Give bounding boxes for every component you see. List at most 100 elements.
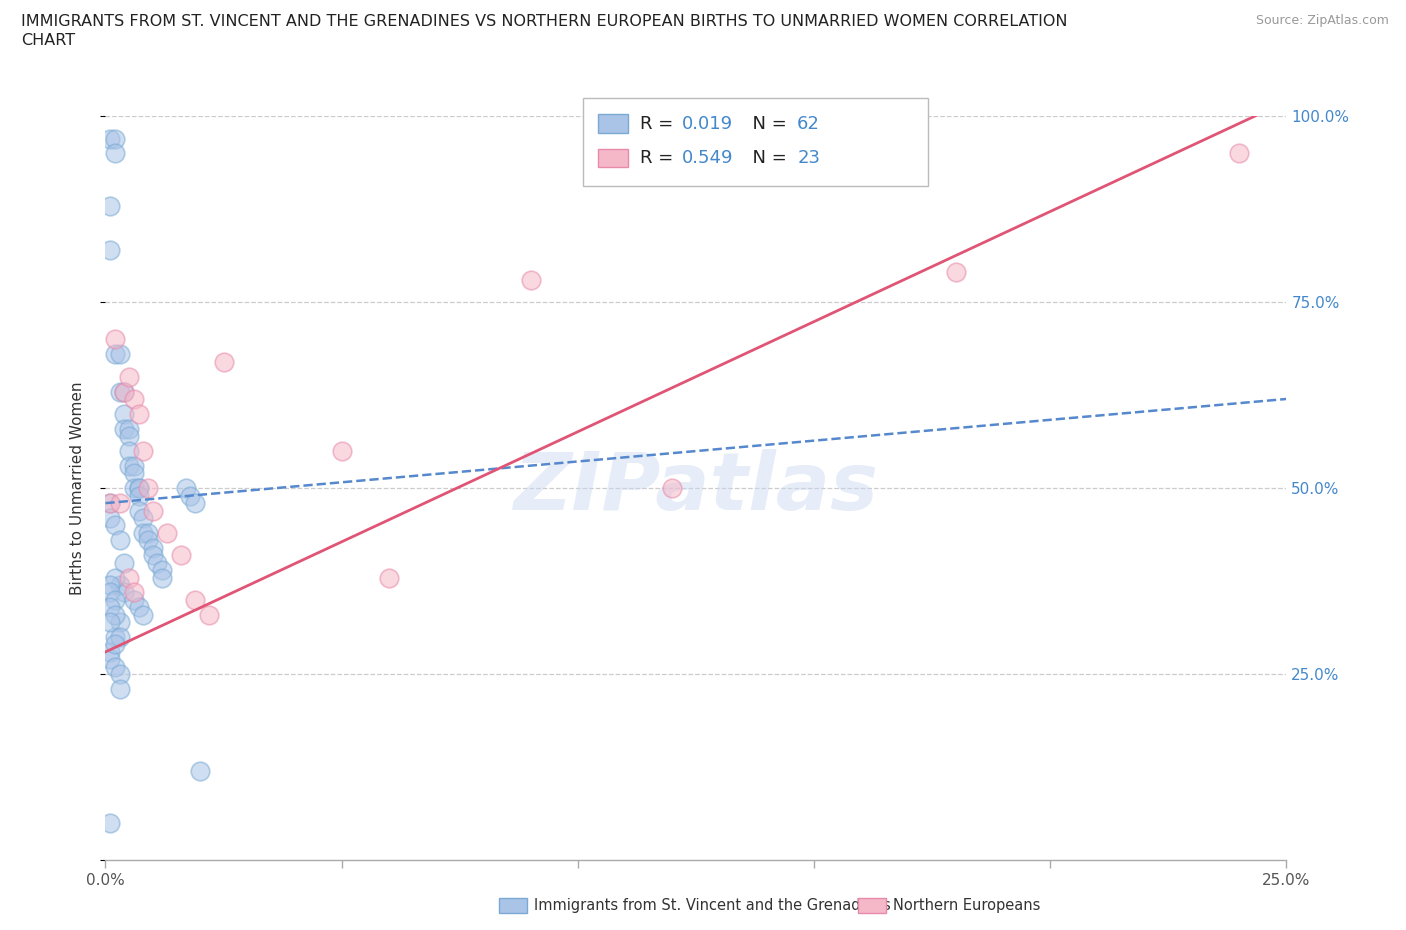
- Text: Immigrants from St. Vincent and the Grenadines: Immigrants from St. Vincent and the Gren…: [534, 898, 891, 913]
- Point: [112, 585, 135, 600]
- Point: [98, 585, 121, 600]
- Text: Northern Europeans: Northern Europeans: [893, 898, 1040, 913]
- Text: N =: N =: [741, 114, 793, 133]
- Point: [98, 652, 121, 667]
- Point: [198, 607, 221, 622]
- Point: [112, 555, 135, 570]
- Y-axis label: Births to Unmarried Women: Births to Unmarried Women: [70, 381, 84, 595]
- Point: [132, 444, 155, 458]
- Point: [118, 421, 141, 436]
- Point: [108, 682, 131, 697]
- Point: [136, 533, 159, 548]
- Point: [98, 615, 121, 630]
- Point: [108, 630, 131, 644]
- Point: [146, 555, 169, 570]
- Point: [108, 578, 131, 592]
- Point: [108, 384, 131, 399]
- Point: [132, 511, 155, 525]
- Point: [212, 354, 235, 369]
- Point: [108, 615, 131, 630]
- Point: [179, 488, 201, 503]
- Point: [98, 198, 121, 213]
- Point: [108, 667, 131, 682]
- Point: [118, 429, 141, 444]
- Point: [122, 481, 145, 496]
- Point: [98, 644, 121, 659]
- Text: N =: N =: [741, 149, 793, 167]
- Point: [104, 518, 127, 533]
- Point: [108, 347, 131, 362]
- Point: [118, 458, 141, 473]
- Point: [122, 466, 145, 481]
- Text: 62: 62: [797, 114, 820, 133]
- Point: [112, 406, 135, 421]
- Point: [128, 481, 150, 496]
- Point: [330, 444, 353, 458]
- Point: [1227, 146, 1250, 161]
- Point: [118, 369, 141, 384]
- Text: Source: ZipAtlas.com: Source: ZipAtlas.com: [1256, 14, 1389, 27]
- Point: [98, 511, 121, 525]
- Point: [184, 592, 207, 607]
- Point: [128, 488, 150, 503]
- Point: [104, 637, 127, 652]
- Point: [98, 496, 121, 511]
- Point: [136, 481, 159, 496]
- Point: [112, 384, 135, 399]
- Point: [378, 570, 401, 585]
- Text: IMMIGRANTS FROM ST. VINCENT AND THE GRENADINES VS NORTHERN EUROPEAN BIRTHS TO UN: IMMIGRANTS FROM ST. VINCENT AND THE GREN…: [21, 14, 1067, 29]
- Point: [150, 563, 173, 578]
- Point: [150, 570, 173, 585]
- Text: CHART: CHART: [21, 33, 75, 47]
- Point: [98, 243, 121, 258]
- Text: R =: R =: [640, 149, 679, 167]
- Point: [174, 481, 197, 496]
- Point: [122, 592, 145, 607]
- Point: [98, 816, 121, 830]
- Point: [136, 525, 159, 540]
- Point: [184, 496, 207, 511]
- Text: 0.549: 0.549: [682, 149, 734, 167]
- Point: [128, 406, 150, 421]
- Point: [98, 600, 121, 615]
- Point: [945, 265, 967, 280]
- Text: 0.019: 0.019: [682, 114, 733, 133]
- Point: [104, 592, 127, 607]
- Point: [112, 384, 135, 399]
- Text: 23: 23: [797, 149, 820, 167]
- Point: [128, 503, 150, 518]
- Point: [104, 131, 127, 146]
- Point: [142, 540, 165, 555]
- Point: [128, 481, 150, 496]
- Point: [104, 659, 127, 674]
- Point: [142, 503, 165, 518]
- Point: [98, 496, 121, 511]
- Point: [156, 525, 179, 540]
- Point: [122, 585, 145, 600]
- Point: [98, 578, 121, 592]
- Point: [519, 272, 541, 287]
- Point: [188, 764, 211, 778]
- Point: [112, 421, 135, 436]
- Point: [104, 570, 127, 585]
- Point: [118, 444, 141, 458]
- Point: [118, 570, 141, 585]
- Point: [132, 607, 155, 622]
- Point: [104, 347, 127, 362]
- Point: [98, 131, 121, 146]
- Point: [108, 496, 131, 511]
- Point: [128, 600, 150, 615]
- Point: [170, 548, 193, 563]
- Point: [104, 607, 127, 622]
- Point: [122, 392, 145, 406]
- Point: [104, 332, 127, 347]
- Point: [108, 533, 131, 548]
- Point: [104, 630, 127, 644]
- Point: [132, 525, 155, 540]
- Text: R =: R =: [640, 114, 679, 133]
- Point: [122, 458, 145, 473]
- Point: [104, 146, 127, 161]
- Text: ZIPatlas: ZIPatlas: [513, 449, 879, 527]
- Point: [142, 548, 165, 563]
- Point: [661, 481, 683, 496]
